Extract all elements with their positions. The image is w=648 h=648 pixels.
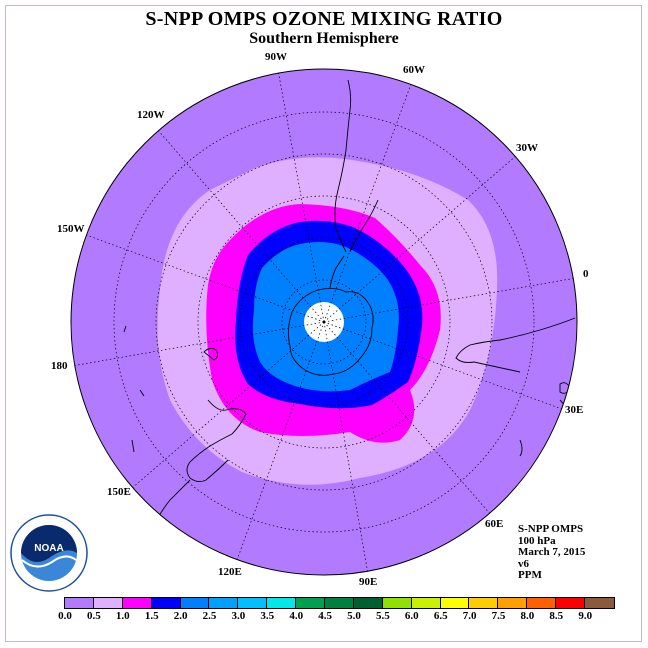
- info-instrument: S-NPP OMPS: [518, 523, 584, 535]
- colorbar-tick-label: 2.0: [173, 610, 188, 622]
- map-frame: [5, 5, 642, 642]
- colorbar-swatch: [93, 598, 123, 608]
- colorbar-swatch: [325, 598, 354, 608]
- colorbar-labels: 0.0 0.5 1.0 1.5 2.0 2.5 3.0 3.5 4.0 4.5 5.0 5.5 6.0 6…: [52, 610, 612, 624]
- colorbar-swatch: [556, 598, 586, 608]
- lon-label-120e: 120E: [218, 566, 242, 578]
- meridians: [71, 69, 577, 575]
- colorbar-tick-label: 8.5: [549, 610, 564, 622]
- lon-label-30e: 30E: [565, 404, 584, 416]
- noaa-logo-text: NOAA: [34, 543, 63, 554]
- colorbar-swatch: [411, 598, 441, 608]
- latitude-circles: [113, 111, 535, 533]
- info-units: PPM: [518, 569, 542, 581]
- colorbar-tick-label: 6.0: [404, 610, 419, 622]
- colorbar-tick-label: 0.0: [58, 610, 72, 622]
- colorbar-tick-label: 4.5: [318, 610, 332, 622]
- colorbar-tick-label: 8.0: [520, 610, 535, 622]
- colorbar-swatch: [65, 598, 94, 608]
- lon-label-150e: 150E: [107, 486, 131, 498]
- lon-label-150w: 150W: [57, 223, 85, 235]
- colorbar-tick-label: 0.5: [87, 610, 101, 622]
- info-level: 100 hPa: [518, 534, 556, 547]
- colorbar-swatch: [151, 598, 181, 608]
- info-version: v6: [518, 557, 529, 570]
- lon-label-60w: 60W: [403, 64, 425, 76]
- lon-label-60e: 60E: [485, 518, 504, 530]
- colorbar-swatch: [382, 598, 412, 608]
- colorbar-swatch: [267, 598, 297, 608]
- colorbar-swatch: [209, 598, 239, 608]
- colorbar-tick-label: 5.5: [376, 610, 390, 622]
- colorbar-tick-label: 1.5: [144, 610, 159, 622]
- colorbar-swatch: [122, 598, 152, 608]
- lon-label-90e: 90E: [359, 576, 378, 588]
- map-title: S-NPP OMPS OZONE MIXING RATIO: [145, 8, 503, 30]
- colorbar-swatch: [527, 598, 557, 608]
- colorbar-swatch: [469, 598, 499, 608]
- colorbar-tick-label: 7.0: [462, 610, 477, 622]
- colorbar-tick-label: 5.0: [347, 610, 361, 622]
- colorbar-swatch: [498, 598, 528, 608]
- lon-label-90w: 90W: [265, 51, 287, 63]
- colorbar-tick-label: 3.5: [260, 610, 275, 622]
- colorbar: [64, 597, 615, 609]
- colorbar-swatch: [180, 598, 210, 608]
- colorbar-swatch: [585, 598, 614, 608]
- colorbar-tick-label: 7.5: [491, 610, 506, 622]
- lon-label-120w: 120W: [137, 109, 165, 121]
- coastlines: [123, 79, 576, 519]
- colorbar-swatch: [440, 598, 470, 608]
- colorbar-tick-label: 4.0: [289, 610, 304, 622]
- lon-label-180: 180: [51, 360, 68, 372]
- colorbar-tick-label: 9.0: [578, 610, 593, 622]
- lon-label-30w: 30W: [516, 142, 538, 154]
- colorbar-tick-label: 1.0: [115, 610, 130, 622]
- colorbar-swatch: [238, 598, 268, 608]
- lon-label-0: 0: [583, 268, 589, 280]
- colorbar-tick-label: 2.5: [202, 610, 217, 622]
- colorbar-swatch: [353, 598, 383, 608]
- noaa-logo: NOAA: [10, 514, 88, 592]
- info-date: March 7, 2015: [518, 546, 586, 558]
- colorbar-swatch: [296, 598, 326, 608]
- info-block: S-NPP OMPS 100 hPa March 7, 2015 v6 PPM: [518, 523, 586, 582]
- colorbar-tick-label: 6.5: [433, 610, 448, 622]
- map-subtitle: Southern Hemisphere: [249, 30, 399, 47]
- colorbar-tick-label: 3.0: [231, 610, 246, 622]
- map-boundary: [70, 68, 578, 576]
